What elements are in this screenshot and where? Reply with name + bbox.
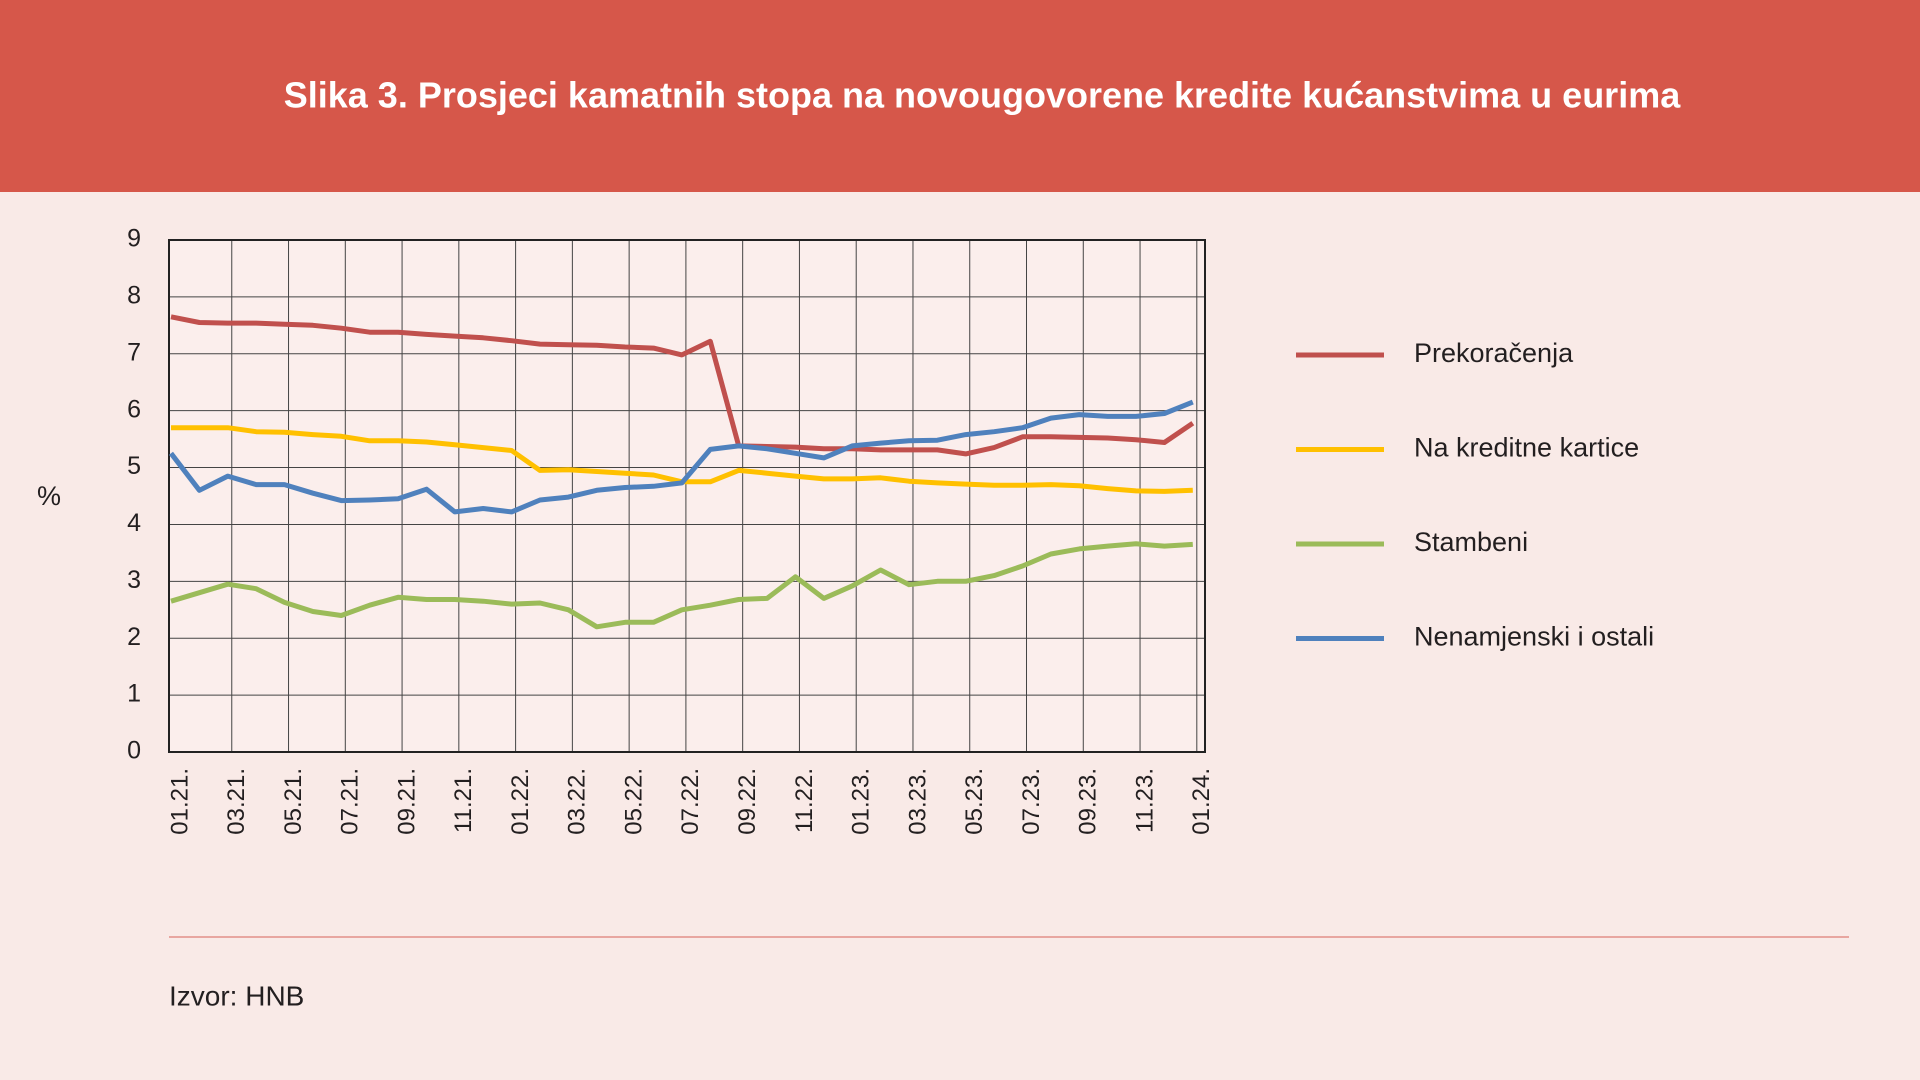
x-tick-label: 07.21. <box>337 768 364 835</box>
y-tick-label: 7 <box>127 338 141 366</box>
y-tick-label: 9 <box>127 225 141 253</box>
y-tick-label: 8 <box>127 281 141 309</box>
source: Izvor: HNB <box>169 980 304 1011</box>
x-tick-label: 09.23. <box>1075 768 1102 835</box>
x-tick-label: 05.23. <box>961 768 988 835</box>
y-tick-label: 3 <box>127 566 141 594</box>
plot-frame <box>168 239 1206 753</box>
header-band <box>0 0 1920 192</box>
x-tick-label: 11.23. <box>1131 768 1158 833</box>
x-tick-label: 09.22. <box>734 768 761 835</box>
x-tick-label: 07.22. <box>677 768 704 835</box>
x-tick-label: 09.21. <box>393 768 420 835</box>
y-tick-label: 6 <box>127 395 141 423</box>
series-line <box>170 314 1195 457</box>
y-tick-label: 4 <box>127 509 141 537</box>
x-tick-label: 01.21. <box>166 768 193 835</box>
x-tick-label: 03.22. <box>564 768 591 835</box>
x-tick-label: 05.22. <box>620 768 647 835</box>
x-tick-label: 11.22. <box>791 768 818 833</box>
chart-title: Slika 3. Prosjeci kamatnih stopa na novo… <box>284 75 1681 116</box>
y-axis-label: % <box>37 481 61 511</box>
x-tick-label: 03.21. <box>223 768 250 835</box>
y-tick-label: 5 <box>127 452 141 480</box>
legend-label: Prekoračenja <box>1414 338 1574 368</box>
x-tick-label: 05.21. <box>280 768 307 835</box>
legend-label: Stambeni <box>1414 527 1528 557</box>
y-tick-label: 2 <box>127 623 141 651</box>
series-line <box>169 399 1194 515</box>
x-tick-label: 11.21. <box>450 768 477 833</box>
x-tick-label: 01.24. <box>1188 768 1215 835</box>
legend-label: Nenamjenski i ostali <box>1414 622 1654 652</box>
y-tick-label: 0 <box>127 737 141 765</box>
x-tick-label: 01.23. <box>848 768 875 835</box>
plot-area <box>169 240 1205 752</box>
x-tick-label: 07.23. <box>1018 768 1045 835</box>
series-line <box>170 541 1193 630</box>
legend-label: Na kreditne kartice <box>1414 433 1639 463</box>
x-tick-label: 01.22. <box>507 768 534 835</box>
y-tick-label: 1 <box>127 680 141 708</box>
x-tick-label: 03.23. <box>904 768 931 835</box>
